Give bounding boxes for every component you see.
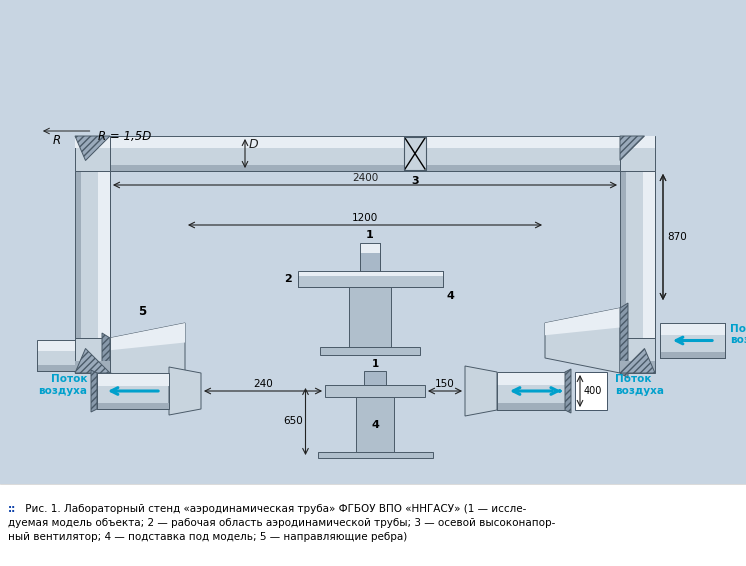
Bar [497,403,565,410]
Bar [360,243,380,271]
Polygon shape [169,367,201,415]
Polygon shape [102,333,110,378]
Bar [497,372,565,410]
Bar [360,243,380,253]
Bar [325,385,425,397]
Bar [620,171,655,338]
Text: ный вентилятор; 4 — подставка под модель; 5 — направляющие ребра): ный вентилятор; 4 — подставка под модель… [8,532,407,542]
Bar [75,171,81,338]
Bar [660,351,725,358]
Polygon shape [620,361,655,373]
Bar [660,323,725,358]
Text: R = 1,5D: R = 1,5D [98,130,151,143]
Polygon shape [565,369,571,413]
Bar [404,137,426,170]
Bar [364,371,386,385]
Polygon shape [620,303,628,378]
Polygon shape [545,308,620,373]
Bar [643,171,655,338]
Polygon shape [75,361,110,373]
Text: 1: 1 [372,359,379,369]
Text: ::: :: [8,504,16,514]
Text: R: R [53,134,61,147]
Polygon shape [75,136,110,148]
Polygon shape [75,338,110,373]
Polygon shape [110,323,185,388]
Bar [318,452,433,458]
Bar [97,373,169,409]
Bar [320,347,420,355]
Text: 4: 4 [371,419,379,430]
Text: 2: 2 [283,274,292,284]
Polygon shape [75,136,110,161]
Bar [620,171,627,338]
Polygon shape [110,323,185,350]
Text: Поток
воздуха: Поток воздуха [38,374,87,396]
Bar [37,340,102,351]
Text: D: D [249,138,259,151]
Bar [349,287,391,347]
Text: Поток
воздуха: Поток воздуха [615,374,664,396]
Bar [356,397,394,452]
Text: дуемая модель объекта; 2 — рабочая область аэродинамической трубы; 3 — осевой вы: дуемая модель объекта; 2 — рабочая облас… [8,518,555,528]
Polygon shape [75,136,110,171]
Text: 3: 3 [411,176,419,186]
Polygon shape [91,370,97,412]
Bar [110,136,620,148]
Bar [110,165,620,171]
Text: Рис. 1. Лабораторный стенд «аэродинамическая труба» ФГБОУ ВПО «ННГАСУ» (1 — иссл: Рис. 1. Лабораторный стенд «аэродинамиче… [22,504,527,514]
Bar [298,271,442,287]
Polygon shape [620,136,655,171]
Bar [497,372,565,410]
Bar [404,137,426,170]
Text: 650: 650 [283,417,304,427]
Bar [110,136,620,171]
Bar [497,372,565,385]
Text: 1200: 1200 [352,213,378,223]
Text: 1: 1 [366,230,374,240]
Bar [75,171,110,338]
Polygon shape [75,349,110,373]
Polygon shape [620,136,645,161]
Bar [37,366,102,371]
Bar [660,323,725,335]
Text: 4: 4 [447,291,454,301]
Text: 240: 240 [253,379,273,389]
Polygon shape [620,349,655,373]
Polygon shape [465,366,497,416]
Text: 150: 150 [435,379,455,389]
Bar [575,372,607,410]
Bar [620,171,655,338]
Bar [298,271,442,276]
Bar [660,323,725,358]
Text: Поток
воздуха: Поток воздуха [730,324,746,345]
Bar [360,243,380,271]
Bar [298,271,442,287]
Bar [0,484,746,566]
Bar [37,340,102,371]
Polygon shape [620,136,655,148]
Polygon shape [545,308,620,335]
Bar [97,373,169,409]
Bar [98,171,110,338]
Bar [75,171,110,338]
Bar [110,136,620,171]
Text: 400: 400 [584,386,602,396]
Text: 870: 870 [667,232,687,242]
Bar [97,373,169,385]
Text: 2400: 2400 [352,173,378,183]
Bar [97,402,169,409]
Text: 5: 5 [138,305,146,318]
Bar [37,340,102,371]
Polygon shape [620,338,655,373]
